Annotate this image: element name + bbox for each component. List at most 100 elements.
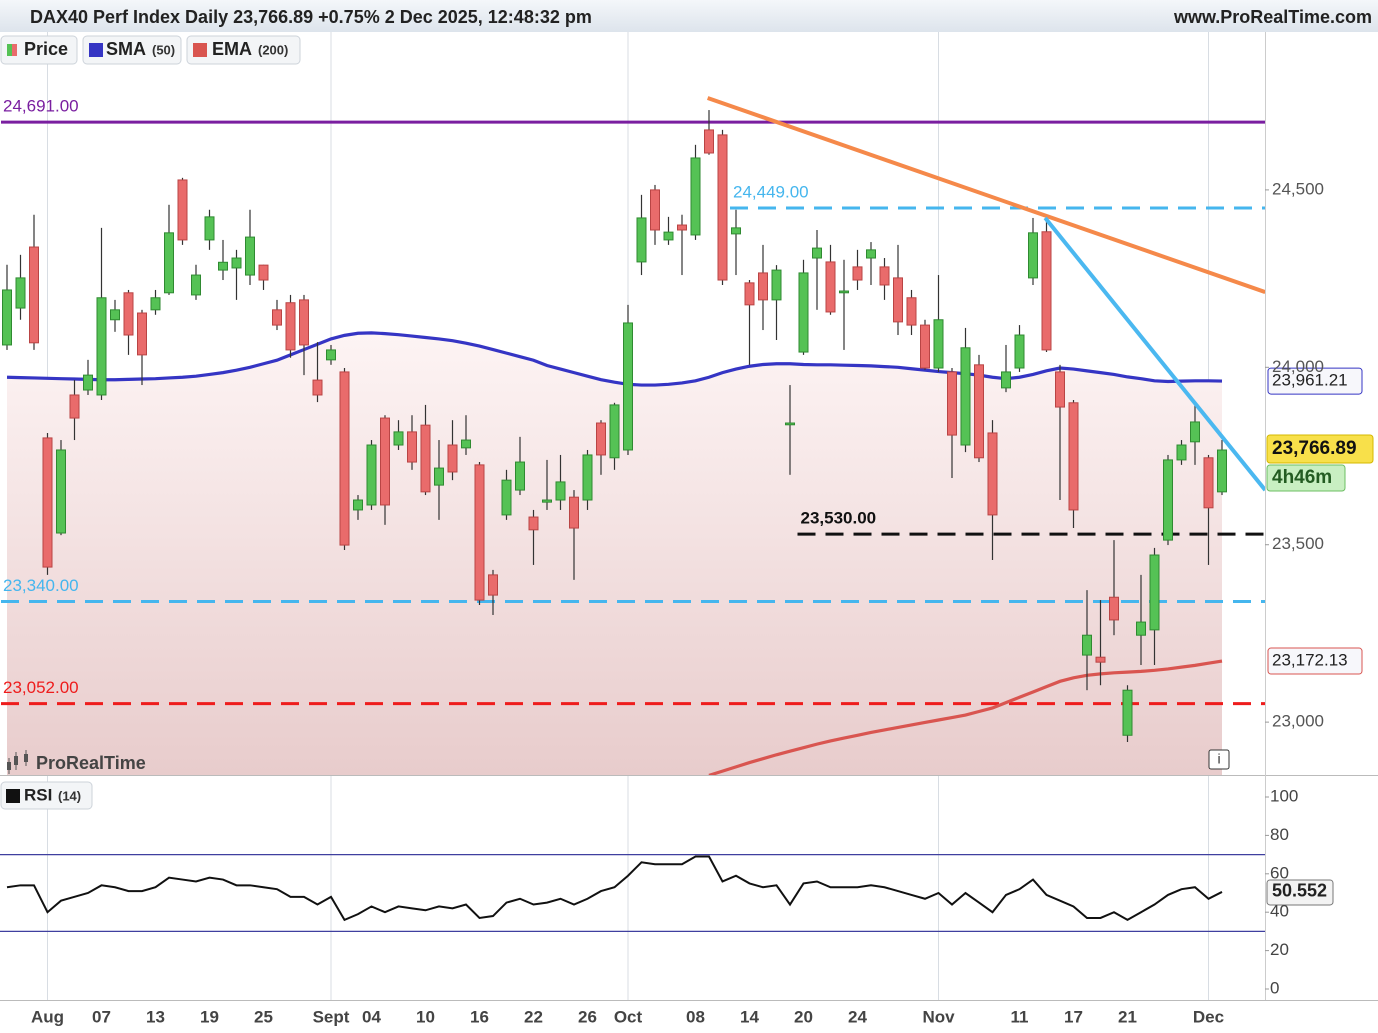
level-label: 23,530.00 xyxy=(801,509,877,528)
candle-body xyxy=(1149,554,1160,631)
watermark-icon xyxy=(24,754,28,762)
ma-value-box xyxy=(1267,647,1363,675)
legend-icon xyxy=(6,789,20,803)
watermark-text: ProRealTime xyxy=(36,753,146,773)
ma-line xyxy=(6,331,1223,387)
watermark-icon xyxy=(7,762,11,770)
candle-body xyxy=(123,292,134,336)
ma-line xyxy=(708,659,1223,775)
rsi-value-box xyxy=(1266,879,1334,906)
x-tick-label: 20 xyxy=(794,1007,813,1026)
rsi-tick-label: 80 xyxy=(1270,825,1289,844)
candle-body xyxy=(1001,371,1011,389)
legend-sma[interactable] xyxy=(82,35,182,65)
x-tick-label: 11 xyxy=(1011,1007,1029,1026)
candle-body xyxy=(920,324,930,369)
candle-body xyxy=(272,309,282,326)
header-title: DAX40 Perf Index Daily 23,766.89 +0.75% … xyxy=(30,7,592,27)
candle-body xyxy=(704,129,714,154)
y-tick-label: 23,500 xyxy=(1272,534,1324,553)
x-tick-label: Aug xyxy=(31,1007,64,1026)
candle-body xyxy=(542,499,552,503)
candle-body xyxy=(906,297,917,326)
candle-body xyxy=(1082,634,1092,656)
candle-body xyxy=(258,264,269,281)
legend-icon xyxy=(89,43,103,57)
candle-body xyxy=(231,257,242,269)
candle-body xyxy=(569,496,579,529)
candle-body xyxy=(1136,621,1146,636)
candle-body xyxy=(987,432,998,516)
candle-body xyxy=(1109,596,1119,621)
candle-body xyxy=(29,246,39,344)
candle-body xyxy=(312,379,323,396)
candle-body xyxy=(1163,459,1173,541)
candle-body xyxy=(866,249,876,259)
candle-body xyxy=(974,364,984,459)
legend-ema[interactable] xyxy=(186,35,301,65)
x-tick-label: 08 xyxy=(686,1007,705,1026)
y-tick-label: 24,500 xyxy=(1272,179,1324,198)
candle-body xyxy=(407,431,417,463)
sma-shade xyxy=(7,332,1222,775)
x-tick-label: 22 xyxy=(524,1007,543,1026)
candle-body xyxy=(1176,444,1187,461)
candle-body xyxy=(1014,334,1025,369)
candle-body xyxy=(947,371,957,436)
rsi-line xyxy=(6,855,1223,922)
candle-body xyxy=(83,374,93,391)
candle-body xyxy=(690,157,701,236)
candle-body xyxy=(96,297,107,396)
candle-body xyxy=(474,464,485,601)
candle-body xyxy=(623,322,633,451)
x-tick-label: Oct xyxy=(614,1007,643,1026)
candle-body xyxy=(717,134,728,281)
header-bar xyxy=(0,0,1378,32)
legend-price[interactable] xyxy=(0,35,78,65)
candle-body xyxy=(218,261,228,271)
y-tick-label: 23,000 xyxy=(1272,712,1324,731)
candle-body xyxy=(1068,402,1079,511)
candle-body xyxy=(110,309,120,321)
watermark: ProRealTime xyxy=(7,750,146,774)
candle-body xyxy=(933,319,944,369)
rsi-panel xyxy=(0,853,1265,933)
info-button[interactable]: i xyxy=(1208,749,1230,770)
x-tick-label: Sept xyxy=(313,1007,350,1026)
candle-body xyxy=(15,277,26,309)
x-tick-label: 24 xyxy=(848,1007,867,1026)
candle-body xyxy=(204,216,215,241)
rsi-tick-label: 20 xyxy=(1270,940,1289,959)
rsi-value-label: 50.552 xyxy=(1272,881,1327,901)
candle-body xyxy=(285,302,296,351)
candle-body xyxy=(731,227,741,235)
candle-body xyxy=(1190,421,1200,443)
candle-body xyxy=(366,444,377,506)
candle-body xyxy=(677,224,687,231)
candle-body xyxy=(339,371,350,546)
trend-line xyxy=(1043,216,1265,492)
legend-icon xyxy=(12,44,17,56)
candle-body xyxy=(960,347,971,446)
candle-body xyxy=(825,261,836,313)
candle-body xyxy=(812,247,822,259)
price-panel: 24,691.00 24,449.00 23,530.00 23,340.00 23,0… xyxy=(1,96,1265,775)
legend-label: Price xyxy=(24,39,68,59)
info-box[interactable] xyxy=(1208,749,1230,770)
candle-body xyxy=(582,454,593,501)
legend-rsi[interactable] xyxy=(0,781,93,810)
candle-body xyxy=(515,461,525,491)
legend-icon xyxy=(7,44,12,56)
candle-body xyxy=(798,272,809,353)
candle-body xyxy=(879,266,890,286)
candle-body xyxy=(191,274,201,296)
candle-body xyxy=(2,289,12,346)
candle-body xyxy=(1203,457,1214,509)
x-tick-label: 14 xyxy=(740,1007,759,1026)
level-label: 24,449.00 xyxy=(733,182,809,201)
x-tick-label: 26 xyxy=(578,1007,597,1026)
watermark-icon xyxy=(14,756,18,765)
level-label: 23,052.00 xyxy=(3,678,79,697)
candle-body xyxy=(299,299,309,346)
